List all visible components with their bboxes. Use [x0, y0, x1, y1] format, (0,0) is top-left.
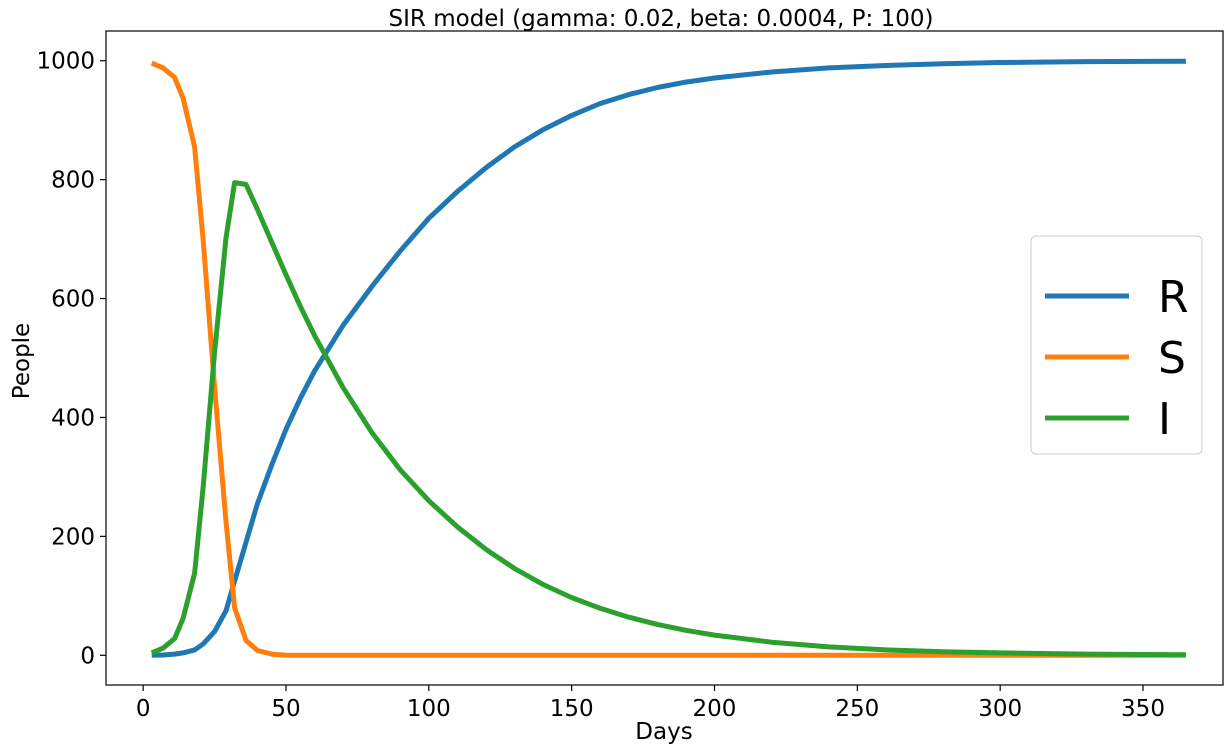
y-tick-label: 400: [51, 405, 95, 431]
legend-label-i: I: [1158, 394, 1171, 445]
plot-lines: [150, 58, 1186, 658]
legend-label-s: S: [1158, 333, 1186, 384]
x-tick-label: 250: [835, 696, 879, 722]
y-tick-label: 200: [51, 524, 95, 550]
series-line-r: [151, 58, 1186, 658]
plot-frame: [105, 30, 1224, 686]
y-tick-label: 600: [51, 287, 95, 313]
y-axis-label: People: [9, 323, 35, 399]
legend: RSI: [1030, 235, 1203, 455]
x-axis: 0 50 100 150 200 250 300 350: [136, 685, 1165, 722]
x-tick-label: 200: [693, 696, 737, 722]
x-tick-label: 350: [1121, 696, 1165, 722]
legend-box: [1030, 235, 1203, 455]
x-tick-label: 50: [271, 696, 300, 722]
y-tick-label: 1000: [36, 49, 95, 75]
chart-title: SIR model (gamma: 0.02, beta: 0.0004, P:…: [389, 6, 934, 32]
legend-label-r: R: [1158, 272, 1189, 323]
x-axis-label: Days: [635, 719, 692, 745]
x-tick-label: 100: [407, 696, 451, 722]
x-tick-label: 0: [136, 696, 151, 722]
x-tick-label: 300: [978, 696, 1022, 722]
series-line-s: [150, 60, 1186, 658]
series-line-i: [150, 180, 1186, 658]
y-tick-label: 800: [51, 168, 95, 194]
y-tick-label: 0: [80, 643, 95, 669]
y-axis: 0 200 400 600 800 1000: [36, 49, 106, 669]
x-tick-label: 150: [550, 696, 594, 722]
